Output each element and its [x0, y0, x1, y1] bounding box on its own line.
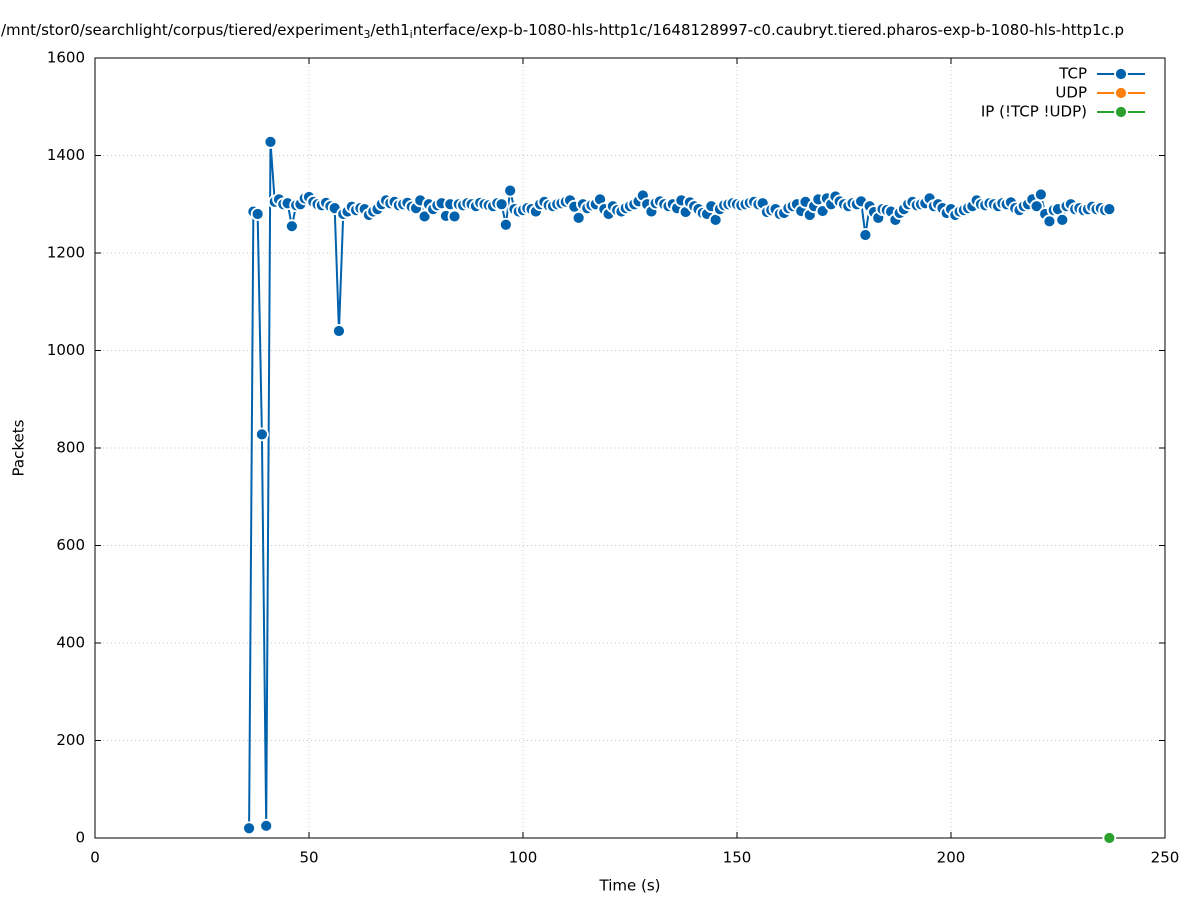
data-point [417, 209, 432, 224]
title-segment: 3 [363, 28, 370, 41]
y-tick-label: 200 [56, 731, 85, 749]
data-point [263, 134, 278, 149]
legend-marker [1114, 67, 1128, 81]
data-point [1102, 202, 1117, 217]
x-tick-label: 200 [937, 849, 966, 867]
y-tick-label: 800 [56, 439, 85, 457]
data-point [250, 207, 265, 221]
data-point [447, 209, 462, 224]
data-point [1029, 199, 1044, 214]
title-segment: /mnt/stor0/searchlight/corpus/tiered/exp… [1, 21, 364, 39]
data-point [1042, 214, 1057, 229]
x-tick-label: 0 [90, 849, 100, 867]
y-tick-label: 1200 [47, 244, 85, 262]
y-tick-label: 400 [56, 634, 85, 652]
legend-marker [1114, 86, 1128, 100]
data-point [1033, 187, 1048, 202]
plot-border [94, 57, 1166, 839]
y-tick-label: 600 [56, 536, 85, 554]
y-tick-label: 1400 [47, 146, 85, 164]
x-axis-label: Time (s) [599, 877, 661, 895]
x-tick-label: 150 [723, 849, 752, 867]
data-point [284, 219, 299, 234]
data-point [332, 324, 346, 338]
legend-marker [1114, 105, 1128, 119]
x-tick-label: 250 [1151, 849, 1180, 867]
data-point [858, 228, 873, 242]
y-tick-label: 0 [75, 829, 85, 847]
data-point [503, 183, 518, 198]
x-tick-label: 50 [299, 849, 318, 867]
legend-label: UDP [1055, 84, 1087, 102]
data-point [571, 210, 586, 225]
y-axis-label: Packets [10, 419, 28, 476]
title-segment: nterface/exp-b-1080-hls-http1c/164812899… [413, 21, 1124, 39]
data-point [494, 197, 509, 212]
y-tick-label: 1600 [47, 49, 85, 67]
data-point [259, 818, 274, 833]
y-tick-label: 1000 [47, 341, 85, 359]
series-line [248, 141, 1110, 829]
chart-title: /mnt/stor0/searchlight/corpus/tiered/exp… [1, 21, 1124, 42]
title-segment: i [410, 28, 413, 41]
data-point [1102, 831, 1117, 845]
legend-label: IP (!TCP !UDP) [981, 103, 1087, 121]
title-segment: /eth1 [370, 21, 409, 39]
data-point [255, 427, 269, 442]
legend-label: TCP [1058, 65, 1087, 83]
data-point [1055, 212, 1070, 227]
x-tick-label: 100 [509, 849, 538, 867]
data-point [242, 821, 256, 836]
data-point [498, 217, 513, 232]
